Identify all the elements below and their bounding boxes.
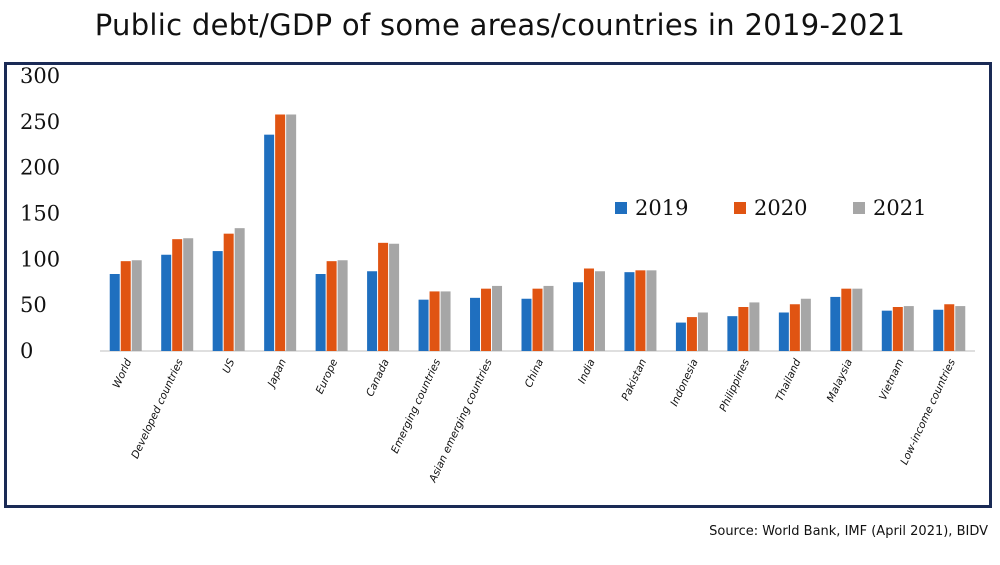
bar-2019-emerging-countries xyxy=(418,299,429,351)
bar-2021-pakistan xyxy=(646,270,657,351)
bar-2021-us xyxy=(234,228,245,351)
y-tick-label: 300 xyxy=(20,64,60,88)
x-tick-label: US xyxy=(220,357,237,375)
bar-2020-canada xyxy=(378,242,389,351)
bar-2021-canada xyxy=(389,243,400,351)
bar-2019-us xyxy=(212,251,223,351)
legend-label-2019: 2019 xyxy=(635,196,688,220)
x-tick-label: Emerging countries xyxy=(389,357,443,456)
bar-2021-asian-emerging-countries xyxy=(492,285,503,351)
bar-2019-philippines xyxy=(727,316,738,351)
x-tick-label: Indonesia xyxy=(668,357,700,408)
bar-2021-malaysia xyxy=(852,288,863,351)
bar-2019-malaysia xyxy=(830,296,841,351)
y-axis-ticks: 0 50 100 150 200 250 300 xyxy=(20,64,60,363)
bar-marks xyxy=(109,114,966,351)
bar-2021-europe xyxy=(337,260,348,351)
bar-2019-world xyxy=(109,274,120,351)
bar-2020-japan xyxy=(275,114,286,351)
bar-2021-emerging-countries xyxy=(440,291,451,351)
bar-2021-philippines xyxy=(749,302,760,351)
bar-2019-indonesia xyxy=(675,322,686,351)
x-tick-label: Vietnam xyxy=(877,357,906,402)
bar-2020-thailand xyxy=(789,304,800,351)
y-tick-label: 0 xyxy=(20,339,33,363)
bar-2019-asian-emerging-countries xyxy=(470,297,481,351)
bar-2019-europe xyxy=(315,274,326,351)
bar-2021-india xyxy=(594,271,605,351)
bar-2021-china xyxy=(543,285,554,351)
bar-2021-japan xyxy=(286,114,297,351)
bar-2020-europe xyxy=(326,261,337,351)
bar-2020-philippines xyxy=(738,307,749,351)
bar-2021-thailand xyxy=(800,298,811,351)
legend-swatch-2019 xyxy=(615,202,627,214)
y-tick-label: 100 xyxy=(20,247,60,271)
bar-2019-low-income-countries xyxy=(933,309,944,351)
x-tick-label: China xyxy=(523,357,547,389)
legend-swatch-2021 xyxy=(853,202,865,214)
x-tick-label: Philippines xyxy=(717,357,752,414)
bar-2020-malaysia xyxy=(841,288,852,351)
bar-2020-world xyxy=(120,261,131,351)
x-tick-label: Thailand xyxy=(774,357,804,403)
legend-swatch-2020 xyxy=(734,202,746,214)
legend-label-2021: 2021 xyxy=(873,196,926,220)
bar-2019-india xyxy=(572,282,583,351)
bar-2020-vietnam xyxy=(892,307,903,351)
bar-2020-indonesia xyxy=(686,317,697,351)
bar-2019-vietnam xyxy=(881,310,892,351)
x-tick-label: Europe xyxy=(314,357,341,396)
legend-label-2020: 2020 xyxy=(754,196,807,220)
chart-title: Public debt/GDP of some areas/countries … xyxy=(94,8,906,42)
bar-2021-indonesia xyxy=(697,312,708,351)
bar-2019-pakistan xyxy=(624,272,635,351)
bar-2019-china xyxy=(521,298,532,351)
bar-2019-developed-countries xyxy=(161,254,172,351)
bar-2020-us xyxy=(223,233,234,351)
bar-2020-low-income-countries xyxy=(944,304,955,351)
x-tick-label: Pakistan xyxy=(619,357,649,402)
x-tick-label: World xyxy=(111,357,135,390)
y-tick-label: 250 xyxy=(20,110,60,134)
x-tick-label: Canada xyxy=(364,357,392,398)
bar-2021-low-income-countries xyxy=(955,306,966,351)
bar-2019-canada xyxy=(367,271,378,351)
bar-2019-thailand xyxy=(778,312,789,351)
source-note: Source: World Bank, IMF (April 2021), BI… xyxy=(709,524,988,539)
bar-2020-china xyxy=(532,288,543,351)
x-tick-label: India xyxy=(576,357,598,385)
y-tick-label: 200 xyxy=(20,156,60,180)
bar-2021-vietnam xyxy=(903,306,914,351)
x-tick-label: Malaysia xyxy=(825,357,855,404)
bar-2021-world xyxy=(131,260,142,351)
bar-2020-emerging-countries xyxy=(429,291,440,351)
legend: 2019 2020 2021 xyxy=(615,196,926,220)
x-tick-label: Developed countries xyxy=(129,357,186,461)
y-tick-label: 150 xyxy=(20,202,60,226)
bar-2020-pakistan xyxy=(635,270,646,351)
bar-2020-developed-countries xyxy=(172,239,183,351)
bar-2021-developed-countries xyxy=(183,238,194,351)
bar-2019-japan xyxy=(264,134,275,351)
y-tick-label: 50 xyxy=(20,293,47,317)
bar-2020-india xyxy=(583,268,594,351)
x-tick-label: Low-income countries xyxy=(898,357,958,467)
x-tick-label: Japan xyxy=(265,357,289,390)
bar-2020-asian-emerging-countries xyxy=(481,288,492,351)
